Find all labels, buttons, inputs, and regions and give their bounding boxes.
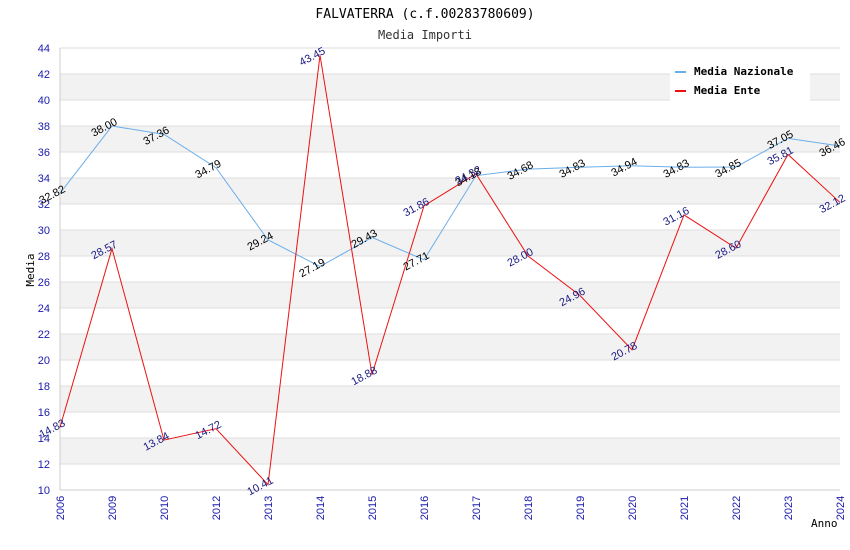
y-tick-label: 26 <box>38 277 50 289</box>
data-label-nazionale: 34.94 <box>609 156 639 180</box>
data-label-ente: 14.83 <box>37 417 67 441</box>
y-tick-label: 40 <box>38 95 50 107</box>
grid-band <box>60 230 840 256</box>
y-tick-label: 12 <box>38 459 50 471</box>
grid-band <box>60 178 840 204</box>
data-label-ente: 10.41 <box>245 475 275 499</box>
x-tick-label: 2023 <box>783 496 795 520</box>
y-tick-label: 32 <box>38 199 50 211</box>
data-label-ente: 43.45 <box>297 45 327 69</box>
y-tick-label: 42 <box>38 69 50 81</box>
y-tick-label: 30 <box>38 225 50 237</box>
y-tick-label: 20 <box>38 355 50 367</box>
y-tick-label: 28 <box>38 251 50 263</box>
y-axis-label: Media <box>24 253 37 286</box>
data-label-ente: 18.88 <box>349 365 379 389</box>
chart-subtitle: Media Importi <box>378 28 472 42</box>
y-tick-label: 18 <box>38 381 50 393</box>
legend: Media Nazionale Media Ente <box>670 60 810 102</box>
grid-band <box>60 334 840 360</box>
legend-label-nazionale: Media Nazionale <box>694 65 794 78</box>
grid-lines <box>60 47 840 491</box>
legend-label-ente: Media Ente <box>694 84 761 97</box>
x-tick-label: 2015 <box>367 496 379 520</box>
grid-band <box>60 126 840 152</box>
legend-box <box>670 60 810 102</box>
y-tick-label: 22 <box>38 329 50 341</box>
y-tick-labels: 10 12 14 16 18 20 22 24 26 28 30 32 34 36 38 40 42 44 <box>38 43 50 497</box>
x-tick-labels: 2006 2009 2010 2012 2013 2014 2015 2016 2017 2018… <box>55 496 847 520</box>
grid-band <box>60 438 840 464</box>
x-tick-label: 2024 <box>835 496 847 520</box>
data-label-nazionale: 34.85 <box>713 157 743 181</box>
x-tick-label: 2016 <box>419 496 431 520</box>
data-label-nazionale: 27.19 <box>297 257 327 281</box>
x-tick-label: 2022 <box>731 496 743 520</box>
y-tick-label: 10 <box>38 485 50 497</box>
x-tick-label: 2013 <box>263 496 275 520</box>
y-tick-label: 14 <box>38 433 50 445</box>
x-tick-label: 2019 <box>575 496 587 520</box>
y-tick-label: 34 <box>38 173 50 185</box>
y-tick-label: 36 <box>38 147 50 159</box>
x-tick-label: 2006 <box>55 496 67 520</box>
grid-band <box>60 386 840 412</box>
grid-bands <box>60 74 840 464</box>
series-lines <box>59 55 841 486</box>
chart-title: FALVATERRA (c.f.00283780609) <box>315 7 534 22</box>
data-label-nazionale: 34.83 <box>557 157 587 181</box>
x-tick-label: 2010 <box>159 496 171 520</box>
x-tick-label: 2014 <box>315 496 327 520</box>
y-tick-label: 24 <box>38 303 50 315</box>
x-tick-label: 2018 <box>523 496 535 520</box>
series-line-ente <box>59 55 841 486</box>
series-line-nazionale <box>59 125 841 268</box>
y-tick-label: 16 <box>38 407 50 419</box>
grid-band <box>60 282 840 308</box>
y-tick-label: 38 <box>38 121 50 133</box>
x-tick-label: 2012 <box>211 496 223 520</box>
x-tick-label: 2009 <box>107 496 119 520</box>
x-axis-label: Anno <box>811 517 838 530</box>
y-tick-label: 44 <box>38 43 50 55</box>
data-label-nazionale: 34.83 <box>661 157 691 181</box>
x-tick-label: 2020 <box>627 496 639 520</box>
x-tick-label: 2017 <box>471 496 483 520</box>
data-label-ente: 31.16 <box>661 205 691 229</box>
x-tick-label: 2021 <box>679 496 691 520</box>
